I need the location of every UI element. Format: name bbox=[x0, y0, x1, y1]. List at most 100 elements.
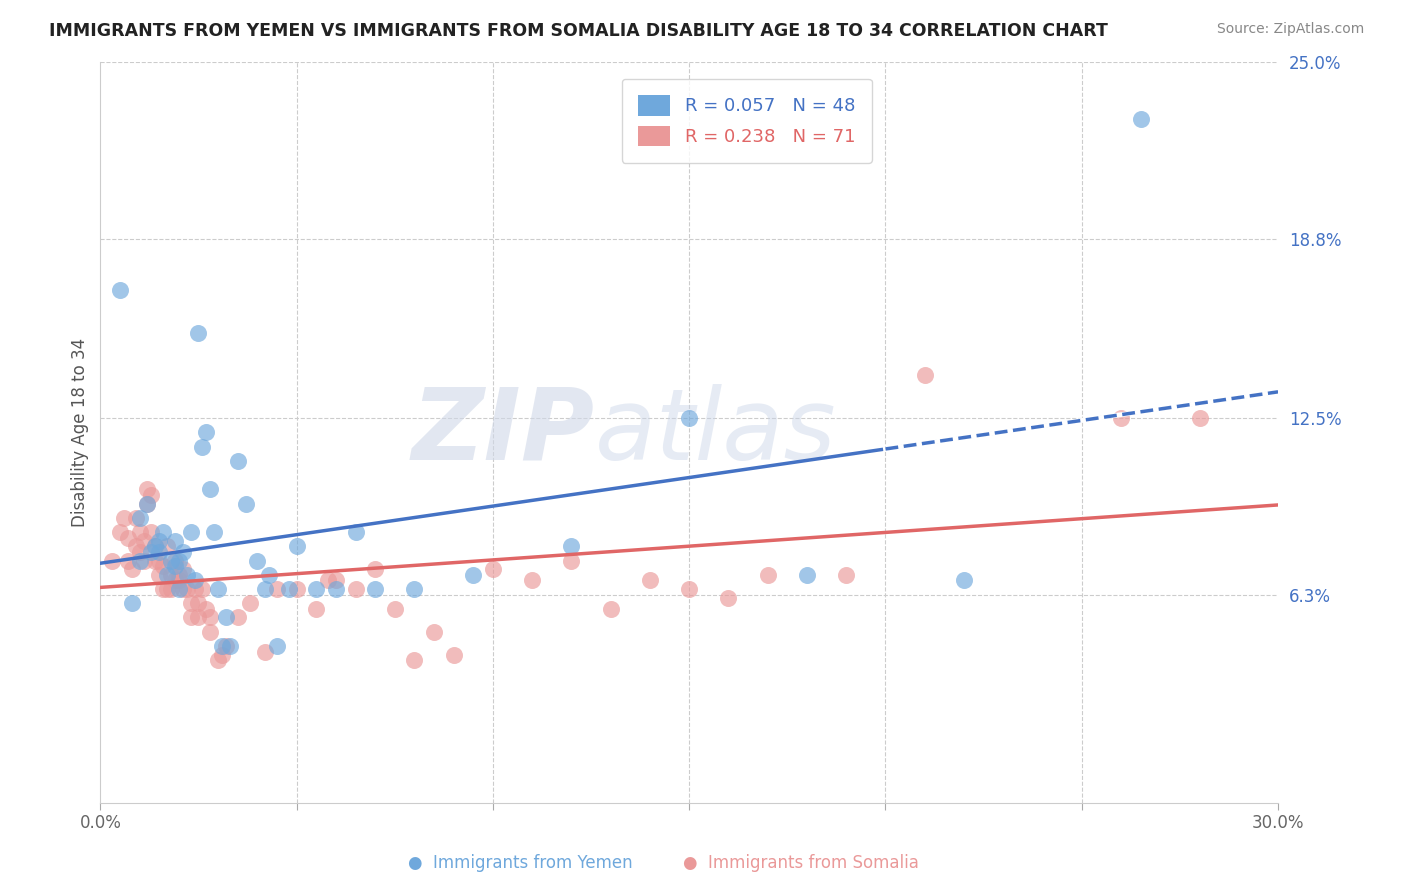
Point bbox=[678, 411, 700, 425]
Point bbox=[187, 596, 209, 610]
Point bbox=[163, 574, 186, 588]
Point bbox=[717, 591, 740, 605]
Point bbox=[117, 531, 139, 545]
Text: Source: ZipAtlas.com: Source: ZipAtlas.com bbox=[1216, 22, 1364, 37]
Point bbox=[108, 524, 131, 539]
Point bbox=[914, 368, 936, 383]
Point bbox=[128, 545, 150, 559]
Point bbox=[254, 582, 277, 596]
Point bbox=[211, 639, 233, 653]
Point bbox=[226, 610, 249, 624]
Point bbox=[128, 524, 150, 539]
Point bbox=[195, 425, 218, 440]
Point bbox=[364, 582, 387, 596]
Legend: R = 0.057   N = 48, R = 0.238   N = 71: R = 0.057 N = 48, R = 0.238 N = 71 bbox=[621, 78, 872, 162]
Point bbox=[143, 539, 166, 553]
Point bbox=[183, 574, 205, 588]
Point bbox=[108, 283, 131, 297]
Point bbox=[215, 610, 238, 624]
Point bbox=[180, 524, 202, 539]
Point bbox=[325, 574, 347, 588]
Point bbox=[143, 553, 166, 567]
Point bbox=[156, 567, 179, 582]
Point bbox=[285, 582, 308, 596]
Point bbox=[125, 510, 148, 524]
Point bbox=[117, 553, 139, 567]
Point bbox=[143, 539, 166, 553]
Point bbox=[207, 582, 229, 596]
Point bbox=[160, 567, 183, 582]
Point bbox=[325, 582, 347, 596]
Point bbox=[148, 545, 170, 559]
Point bbox=[638, 574, 661, 588]
Point bbox=[191, 582, 214, 596]
Point bbox=[246, 553, 269, 567]
Point bbox=[183, 582, 205, 596]
Point bbox=[953, 574, 976, 588]
Point bbox=[678, 582, 700, 596]
Point bbox=[132, 533, 155, 548]
Point bbox=[136, 497, 159, 511]
Point bbox=[176, 567, 198, 582]
Point bbox=[163, 533, 186, 548]
Point bbox=[128, 510, 150, 524]
Text: ●  Immigrants from Yemen: ● Immigrants from Yemen bbox=[408, 855, 633, 872]
Point bbox=[211, 648, 233, 662]
Point bbox=[207, 653, 229, 667]
Text: atlas: atlas bbox=[595, 384, 837, 481]
Point bbox=[238, 596, 260, 610]
Point bbox=[1188, 411, 1211, 425]
Point bbox=[121, 562, 143, 576]
Point bbox=[384, 602, 406, 616]
Point bbox=[254, 645, 277, 659]
Point bbox=[796, 567, 818, 582]
Point bbox=[167, 567, 190, 582]
Point bbox=[187, 326, 209, 340]
Point bbox=[316, 574, 339, 588]
Point bbox=[125, 539, 148, 553]
Point bbox=[152, 582, 174, 596]
Point bbox=[148, 567, 170, 582]
Point bbox=[172, 582, 194, 596]
Text: ZIP: ZIP bbox=[412, 384, 595, 481]
Point bbox=[163, 559, 186, 574]
Point bbox=[167, 553, 190, 567]
Point bbox=[404, 653, 426, 667]
Point bbox=[160, 582, 183, 596]
Point bbox=[560, 553, 582, 567]
Point bbox=[482, 562, 505, 576]
Point bbox=[200, 483, 222, 497]
Point bbox=[121, 596, 143, 610]
Point bbox=[101, 553, 124, 567]
Point bbox=[364, 562, 387, 576]
Point bbox=[756, 567, 779, 582]
Point bbox=[599, 602, 621, 616]
Point bbox=[112, 510, 135, 524]
Text: ●  Immigrants from Somalia: ● Immigrants from Somalia bbox=[683, 855, 920, 872]
Point bbox=[257, 567, 280, 582]
Point bbox=[344, 524, 367, 539]
Point bbox=[156, 539, 179, 553]
Point bbox=[443, 648, 465, 662]
Point bbox=[202, 524, 225, 539]
Point bbox=[180, 610, 202, 624]
Point bbox=[180, 596, 202, 610]
Point bbox=[195, 602, 218, 616]
Point bbox=[200, 624, 222, 639]
Point bbox=[128, 553, 150, 567]
Point bbox=[187, 610, 209, 624]
Point bbox=[163, 553, 186, 567]
Point bbox=[423, 624, 446, 639]
Point bbox=[167, 582, 190, 596]
Point bbox=[266, 582, 288, 596]
Point bbox=[277, 582, 299, 596]
Point bbox=[200, 610, 222, 624]
Point bbox=[167, 574, 190, 588]
Point bbox=[141, 488, 163, 502]
Point bbox=[560, 539, 582, 553]
Point bbox=[219, 639, 242, 653]
Point bbox=[132, 553, 155, 567]
Point bbox=[285, 539, 308, 553]
Point bbox=[160, 553, 183, 567]
Point bbox=[1129, 112, 1152, 127]
